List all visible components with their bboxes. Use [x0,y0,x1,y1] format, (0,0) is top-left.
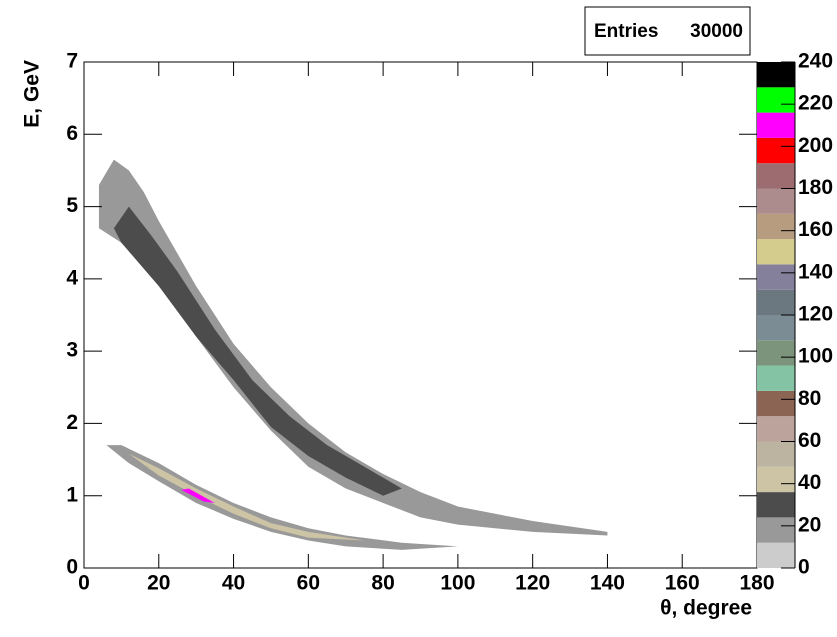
contour-region [113,206,402,496]
y-tick-label: 7 [66,50,78,73]
colorbar-tick-label: 80 [798,387,821,410]
colorbar-band [757,289,795,315]
colorbar-band [757,264,795,290]
colorbar-band [757,466,795,493]
x-tick-label: 100 [440,572,475,595]
y-tick-label: 1 [66,483,78,506]
y-tick-label: 0 [66,556,78,579]
contour-region [181,488,215,503]
x-tick-label: 180 [739,572,774,595]
colorbar-tick-label: 60 [798,429,821,452]
x-axis-title: θ, degree [660,597,752,620]
colorbar-band [757,542,795,568]
y-tick-label: 2 [66,411,78,434]
y-axis-title: E, GeV [21,60,44,128]
colorbar-tick-label: 40 [798,471,821,494]
colorbar-tick-label: 220 [798,92,833,115]
colorbar-band [757,315,795,341]
x-tick-label: 40 [222,572,245,595]
x-tick-label: 60 [297,572,320,595]
colorbar-tick-label: 0 [798,556,810,579]
colorbar-band [757,441,795,467]
colorbar-tick-label: 20 [798,513,821,536]
colorbar-tick-label: 160 [798,218,833,241]
y-tick-label: 3 [66,339,78,362]
x-tick-label: 120 [515,572,550,595]
colorbar-band [757,213,795,240]
y-tick-label: 4 [66,266,78,289]
colorbar-tick-label: 100 [798,345,833,368]
colorbar-band [757,112,795,138]
colorbar-band [757,137,795,164]
colorbar-band [757,416,795,442]
colorbar-tick-label: 240 [798,50,833,73]
colorbar-band [757,163,795,189]
colorbar-band [757,492,795,518]
x-tick-label: 140 [590,572,625,595]
x-tick-label: 20 [147,572,170,595]
colorbar-band [757,239,795,265]
colorbar-tick-label: 200 [798,134,833,157]
y-tick-label: 6 [66,122,78,145]
colorbar-band [757,87,795,113]
stats-value: 30000 [690,21,743,42]
x-tick-label: 160 [665,572,700,595]
colorbar-tick-label: 140 [798,260,833,283]
stats-box [584,6,751,56]
x-tick-label: 0 [78,572,90,595]
colorbar-band [757,62,795,88]
colorbar-band [757,188,795,214]
colorbar-band [757,390,795,417]
colorbar-band [757,340,795,366]
colorbar-band [757,365,795,391]
colorbar-tick-label: 120 [798,303,833,326]
y-tick-label: 5 [66,194,78,217]
stats-label: Entries [594,21,658,42]
x-tick-label: 80 [371,572,394,595]
colorbar-band [757,517,795,543]
colorbar-tick-label: 180 [798,176,833,199]
